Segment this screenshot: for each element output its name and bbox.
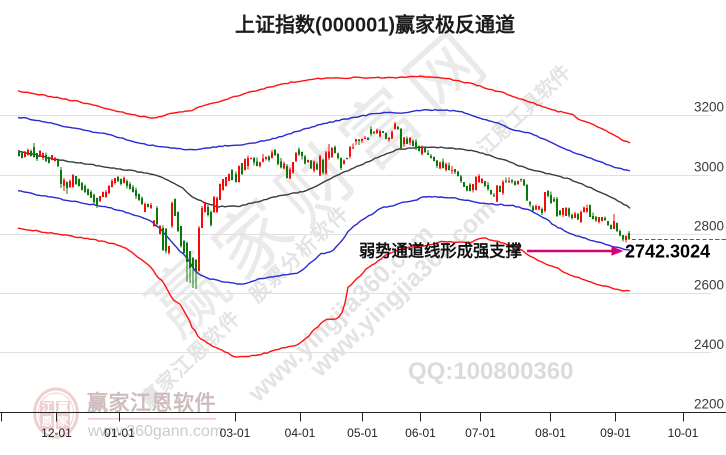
svg-text:2400: 2400 bbox=[694, 337, 724, 352]
svg-text:06-01: 06-01 bbox=[405, 426, 436, 440]
svg-text:3000: 3000 bbox=[694, 160, 724, 175]
svg-text:上证指数(000001)赢家极反通道: 上证指数(000001)赢家极反通道 bbox=[235, 13, 515, 37]
svg-text:03-01: 03-01 bbox=[220, 426, 251, 440]
svg-text:09-01: 09-01 bbox=[600, 426, 631, 440]
svg-text:2200: 2200 bbox=[694, 397, 724, 412]
svg-text:www.360gann.com: www.360gann.com bbox=[87, 423, 223, 440]
svg-text:2742.3024: 2742.3024 bbox=[625, 242, 710, 262]
svg-text:赢家江恩软件: 赢家江恩软件 bbox=[87, 391, 216, 415]
svg-text:江: 江 bbox=[42, 400, 53, 414]
svg-text:10-01: 10-01 bbox=[668, 426, 699, 440]
svg-text:12-01: 12-01 bbox=[41, 426, 72, 440]
svg-text:07-01: 07-01 bbox=[465, 426, 496, 440]
svg-text:QQ:100800360: QQ:100800360 bbox=[408, 358, 573, 385]
svg-text:2600: 2600 bbox=[694, 278, 724, 293]
svg-text:08-01: 08-01 bbox=[535, 426, 566, 440]
svg-text:04-01: 04-01 bbox=[285, 426, 316, 440]
svg-text:赢: 赢 bbox=[58, 400, 69, 414]
svg-text:恩: 恩 bbox=[42, 415, 53, 428]
svg-text:05-01: 05-01 bbox=[347, 426, 378, 440]
svg-text:01-01: 01-01 bbox=[104, 426, 135, 440]
svg-text:家: 家 bbox=[58, 414, 70, 428]
svg-text:2800: 2800 bbox=[694, 219, 724, 234]
svg-text:3200: 3200 bbox=[694, 100, 724, 115]
svg-text:弱势通道线形成强支撑: 弱势通道线形成强支撑 bbox=[359, 242, 522, 261]
